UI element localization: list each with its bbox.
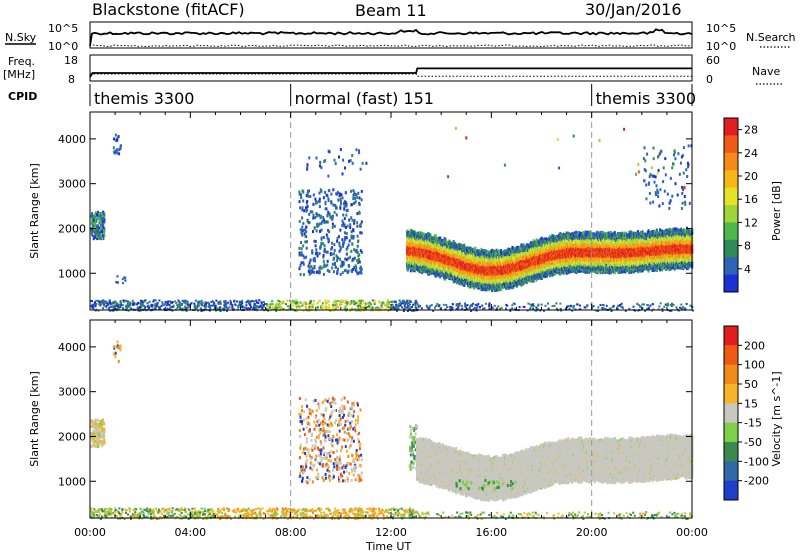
freq-label: Freq. (8, 55, 35, 68)
cpid-segment-label: themis 3300 (94, 89, 194, 108)
x-tick-label: 08:00 (275, 526, 307, 539)
noise-right-tick-bottom: 10^0 (706, 40, 736, 53)
colorbar-swatch (724, 384, 738, 404)
colorbar-tick-label: 28 (744, 124, 758, 137)
freq-tick-top: 18 (64, 54, 78, 67)
colorbar-swatch (724, 205, 738, 223)
power-panel: 1000 2000 3000 4000 Slant Range [km] 4 8 12 16 20… (28, 112, 783, 312)
colorbar-tick-label: 24 (744, 147, 758, 160)
colorbar-tick-label: 100 (744, 359, 765, 372)
colorbar-tick-label: 8 (744, 240, 751, 253)
colorbar-tick-label: -100 (744, 455, 769, 468)
colorbar-swatch (724, 442, 738, 462)
x-tick-label: 04:00 (174, 526, 206, 539)
colorbar-tick-label: 12 (744, 216, 758, 229)
colorbar-swatch (724, 240, 738, 258)
velocity-panel: 1000 2000 3000 4000 Slant Range [km] 00:00 04:… (28, 320, 783, 539)
noise-left-tick-bottom: 10^0 (48, 40, 78, 53)
station-title: Blackstone (fitACF) (92, 0, 245, 19)
noise-left-tick-top: 10^5 (48, 22, 78, 35)
colorbar-tick-label: 15 (744, 397, 758, 410)
x-tick-label: 12:00 (375, 526, 407, 539)
nsky-series-line (90, 29, 692, 46)
y-tick-label: 1000 (58, 475, 86, 488)
noise-panel-frame (90, 22, 692, 48)
y-axis-title: Slant Range [km] (28, 163, 41, 259)
colorbar-swatch (724, 153, 738, 171)
y-tick-label: 2000 (58, 222, 86, 235)
nsearch-series-line (90, 45, 690, 47)
nsky-label: N.Sky (5, 31, 37, 44)
colorbar-swatch (724, 275, 738, 293)
freq-tick-bottom: 8 (68, 73, 75, 86)
colorbar-swatch (724, 257, 738, 275)
colorbar-swatch (724, 481, 738, 501)
colorbar-tick-label: -200 (744, 475, 769, 488)
y-tick-label: 2000 (58, 430, 86, 443)
y-tick-label: 1000 (58, 267, 86, 280)
colorbar-tick-label: 4 (744, 263, 751, 276)
colorbar-swatch (724, 326, 738, 346)
colorbar-tick-label: 50 (744, 378, 758, 391)
y-tick-label: 4000 (58, 133, 86, 146)
colorbar-swatch (724, 423, 738, 443)
x-tick-label: 00:00 (74, 526, 106, 539)
plot-background (90, 112, 692, 310)
colorbar-tick-label: 20 (744, 170, 758, 183)
colorbar-swatch (724, 135, 738, 153)
nave-label: Nave (752, 65, 780, 78)
cpid-strip: themis 3300 normal (fast) 151 themis 3300 (90, 84, 696, 108)
noise-right-tick-top: 10^5 (706, 22, 736, 35)
colorbar-swatch (724, 461, 738, 481)
colorbar-swatch (724, 118, 738, 136)
x-tick-label: 16:00 (475, 526, 507, 539)
colorbar-title: Velocity [m s^-1] (770, 371, 783, 466)
colorbar-tick-label: -15 (744, 417, 762, 430)
colorbar-swatch (724, 222, 738, 240)
nave-tick-bottom: 0 (706, 73, 713, 86)
colorbar-title: Power [dB] (770, 181, 783, 241)
x-tick-label: 00:00 (676, 526, 708, 539)
colorbar-tick-label: -50 (744, 436, 762, 449)
y-tick-label: 3000 (58, 386, 86, 399)
colorbar-tick-label: 200 (744, 339, 765, 352)
date-title: 30/Jan/2016 (585, 0, 682, 19)
colorbar-swatch (724, 365, 738, 385)
nave-tick-top: 60 (706, 54, 720, 67)
freq-series-line (90, 68, 692, 77)
x-axis-title: Time UT (365, 540, 411, 553)
cpid-segment-label: themis 3300 (596, 89, 696, 108)
beam-title: Beam 11 (355, 1, 427, 20)
cpid-segment-label: normal (fast) 151 (295, 89, 434, 108)
x-tick-label: 20:00 (576, 526, 608, 539)
cpid-label: CPID (8, 90, 37, 103)
colorbar-swatch (724, 170, 738, 188)
colorbar-swatch (724, 403, 738, 423)
plot-background (90, 320, 692, 518)
colorbar-swatch (724, 188, 738, 206)
freq-unit-label: [MHz] (3, 68, 35, 81)
colorbar-tick-label: 16 (744, 193, 758, 206)
colorbar-swatch (724, 345, 738, 365)
colorbar: 4 8 12 16 20 24 28 Power [dB] (724, 118, 783, 293)
nsearch-label: N.Search (746, 31, 796, 44)
y-tick-label: 4000 (58, 341, 86, 354)
y-tick-label: 3000 (58, 178, 86, 191)
nave-series-line (90, 74, 692, 76)
y-axis-title: Slant Range [km] (28, 371, 41, 467)
